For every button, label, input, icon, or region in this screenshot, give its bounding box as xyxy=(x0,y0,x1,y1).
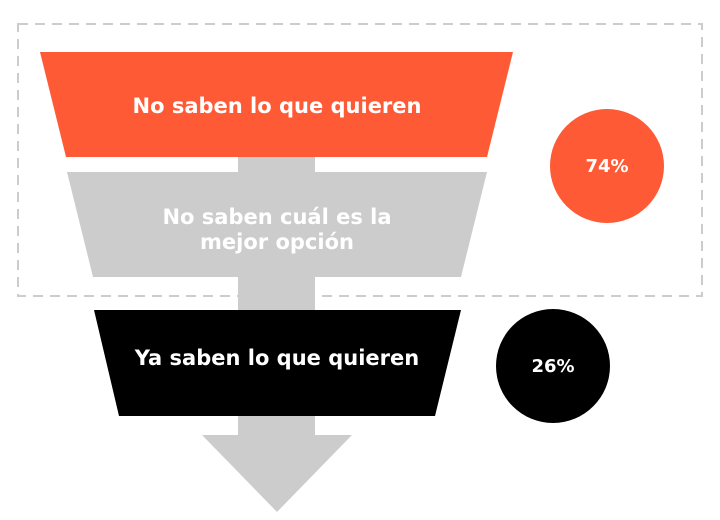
badge-circle xyxy=(550,109,664,223)
funnel-stage-decided: Ya saben lo que quieren xyxy=(94,310,461,416)
group-bracket xyxy=(17,23,703,297)
funnel-stage-unaware: No saben lo que quieren xyxy=(40,52,513,157)
badge-value: 26% xyxy=(531,356,574,377)
stage-label-line-1: No saben cuál es la xyxy=(162,205,391,229)
stage-shape xyxy=(40,52,513,157)
stage-shape xyxy=(94,310,461,416)
badge-26: 26% xyxy=(496,309,610,423)
badge-circle xyxy=(496,309,610,423)
stage-label-line-2: mejor opción xyxy=(200,230,354,254)
funnel-stage-comparing: No saben cuál es la mejor opción xyxy=(67,172,487,277)
badge-value: 74% xyxy=(585,156,628,177)
stage-label: Ya saben lo que quieren xyxy=(134,346,419,370)
badge-74: 74% xyxy=(550,109,664,223)
stage-shape xyxy=(67,172,487,277)
stage-label: No saben lo que quieren xyxy=(133,94,422,118)
